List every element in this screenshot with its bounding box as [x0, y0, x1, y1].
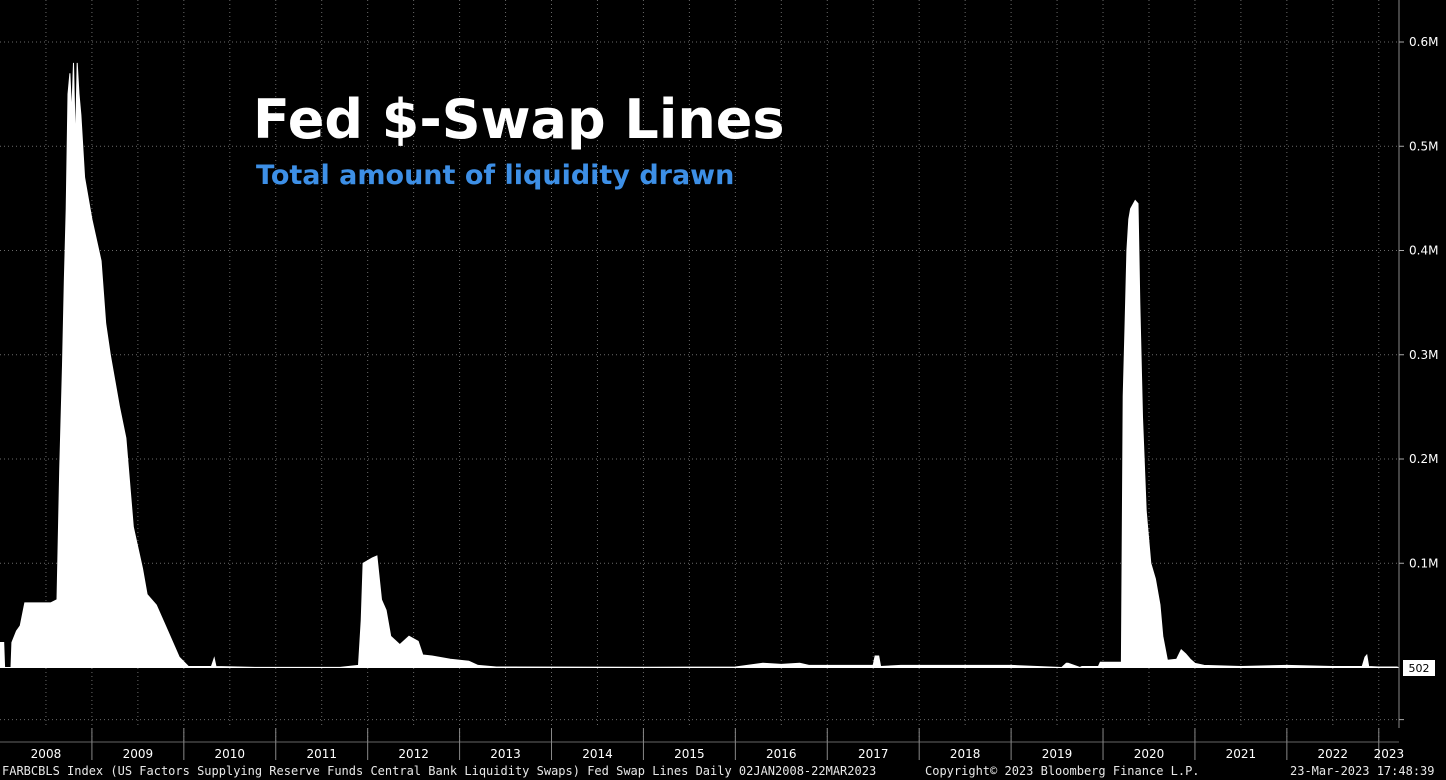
series-area-path: [0, 62, 1398, 669]
x-tick-label: 2020: [1134, 747, 1165, 761]
x-tick-labels: 2008 2009 2010 2011 2012 2013 2014 2015 2016 2017…: [31, 728, 1404, 761]
y-tick-label: 0.4M: [1409, 244, 1438, 258]
y-tick-label: 0.1M: [1409, 556, 1438, 570]
x-tick-label: 2009: [123, 747, 154, 761]
y-tick-label: 0.6M: [1409, 35, 1438, 49]
x-tick-label: 2008: [31, 747, 62, 761]
x-tick-label: 2017: [858, 747, 889, 761]
footer-copyright: Copyright© 2023 Bloomberg Finance L.P.: [925, 764, 1200, 778]
x-tick-label: 2018: [950, 747, 981, 761]
x-tick-label: 2012: [398, 747, 429, 761]
x-tick-label: 2016: [766, 747, 797, 761]
x-tick-label: 2015: [674, 747, 705, 761]
x-tick-label: 2010: [215, 747, 246, 761]
y-tick-label: 0.3M: [1409, 348, 1438, 362]
x-tick-label: 2023: [1374, 747, 1405, 761]
y-tick-label: 0.2M: [1409, 452, 1438, 466]
footer-source: FARBCBLS Index (US Factors Supplying Res…: [2, 764, 877, 778]
x-tick-label: 2013: [490, 747, 521, 761]
last-value-badge: 502: [1403, 660, 1435, 676]
x-tick-label: 2014: [582, 747, 613, 761]
last-value-label: 502: [1409, 662, 1430, 675]
x-tick-label: 2021: [1226, 747, 1257, 761]
x-tick-label: 2011: [306, 747, 337, 761]
y-tick-labels: 0.1M 0.2M 0.3M 0.4M 0.5M 0.6M: [1399, 35, 1438, 721]
gridlines: [0, 0, 1399, 742]
x-tick-label: 2022: [1318, 747, 1349, 761]
x-tick-label: 2019: [1042, 747, 1073, 761]
footer-timestamp: 23-Mar-2023 17:48:39: [1290, 764, 1435, 778]
series-area: [0, 62, 1399, 669]
y-tick-label: 0.5M: [1409, 139, 1438, 153]
last-value-box: [1403, 660, 1435, 676]
chart-subtitle: Total amount of liquidity drawn: [256, 160, 735, 191]
chart-title: Fed $-Swap Lines: [253, 88, 785, 151]
